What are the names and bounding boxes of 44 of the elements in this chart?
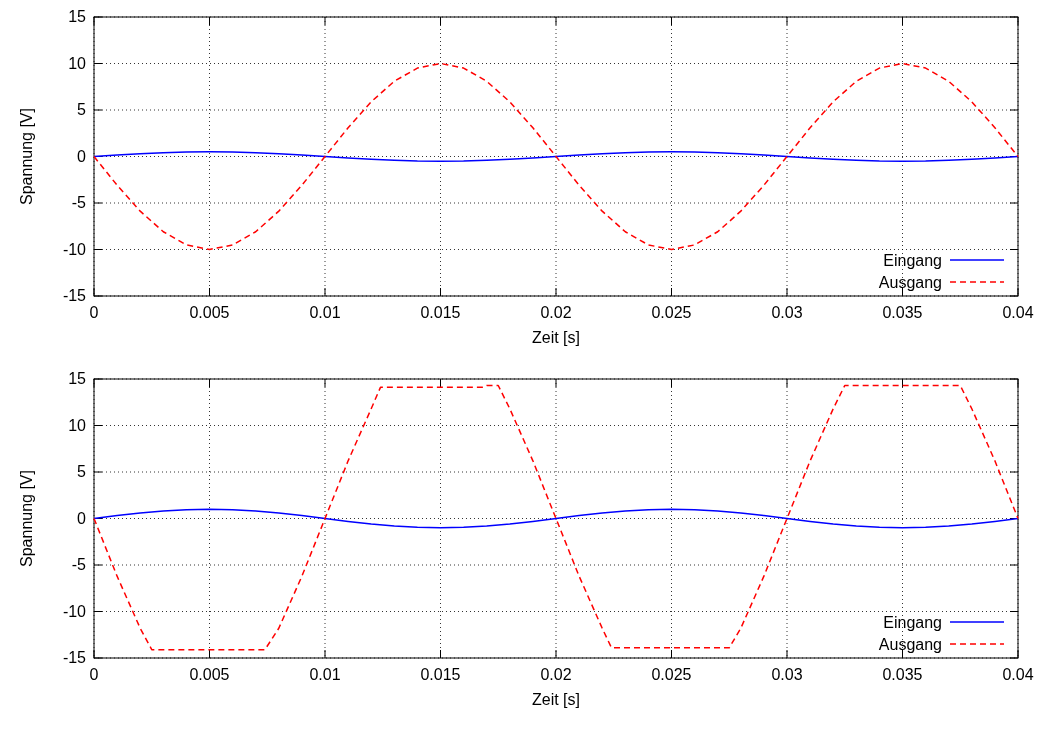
legend-label: Eingang <box>883 252 942 269</box>
y-axis-title: Spannung [V] <box>18 470 35 567</box>
x-axis-title: Zeit [s] <box>531 329 581 346</box>
x-tick-label: 0 <box>89 666 99 683</box>
line-series <box>93 62 1019 251</box>
x-axis-title: Zeit [s] <box>531 691 581 708</box>
x-tick-label: 0.035 <box>882 666 923 683</box>
x-tick-label: 0.03 <box>771 304 803 321</box>
y-tick-label: 0 <box>77 509 87 527</box>
y-tick-label: -15 <box>62 649 87 666</box>
y-axis-title: Spannung [V] <box>18 108 35 205</box>
x-tick-label: 0.03 <box>771 666 803 683</box>
x-tick-label: 0.015 <box>420 304 461 321</box>
y-tick-label: -5 <box>71 194 87 211</box>
x-tick-label: 0.01 <box>309 304 341 321</box>
x-tick-label: 0.02 <box>540 666 572 683</box>
y-tick-label: 5 <box>77 463 87 480</box>
x-tick-label: 0.02 <box>540 304 572 321</box>
y-tick-label: -10 <box>62 602 87 620</box>
y-tick-label: -15 <box>62 287 87 304</box>
line-series <box>93 151 1019 162</box>
y-tick-label: -10 <box>62 240 87 258</box>
x-tick-label: 0.01 <box>309 666 341 683</box>
legend-label: Eingang <box>883 614 942 631</box>
y-tick-label: 10 <box>68 416 87 434</box>
legend-label: Ausgang <box>878 636 942 653</box>
x-tick-label: 0.035 <box>882 304 923 321</box>
x-tick-label: 0.025 <box>651 304 692 321</box>
x-tick-label: 0 <box>89 304 99 321</box>
x-tick-label: 0.005 <box>189 666 230 683</box>
x-tick-label: 0.015 <box>420 666 461 683</box>
x-tick-label: 0.04 <box>1002 666 1034 683</box>
y-tick-label: 0 <box>77 147 87 165</box>
legend-label: Ausgang <box>878 274 942 291</box>
x-tick-label: 0.025 <box>651 666 692 683</box>
x-tick-label: 0.005 <box>189 304 230 321</box>
y-tick-label: 10 <box>68 54 87 72</box>
y-tick-label: 15 <box>68 8 87 25</box>
line-series <box>93 384 1019 651</box>
line-series <box>93 508 1019 529</box>
y-tick-label: 5 <box>77 101 87 118</box>
y-tick-label: -5 <box>71 556 87 573</box>
x-tick-label: 0.04 <box>1002 304 1034 321</box>
y-tick-label: 15 <box>68 370 87 387</box>
